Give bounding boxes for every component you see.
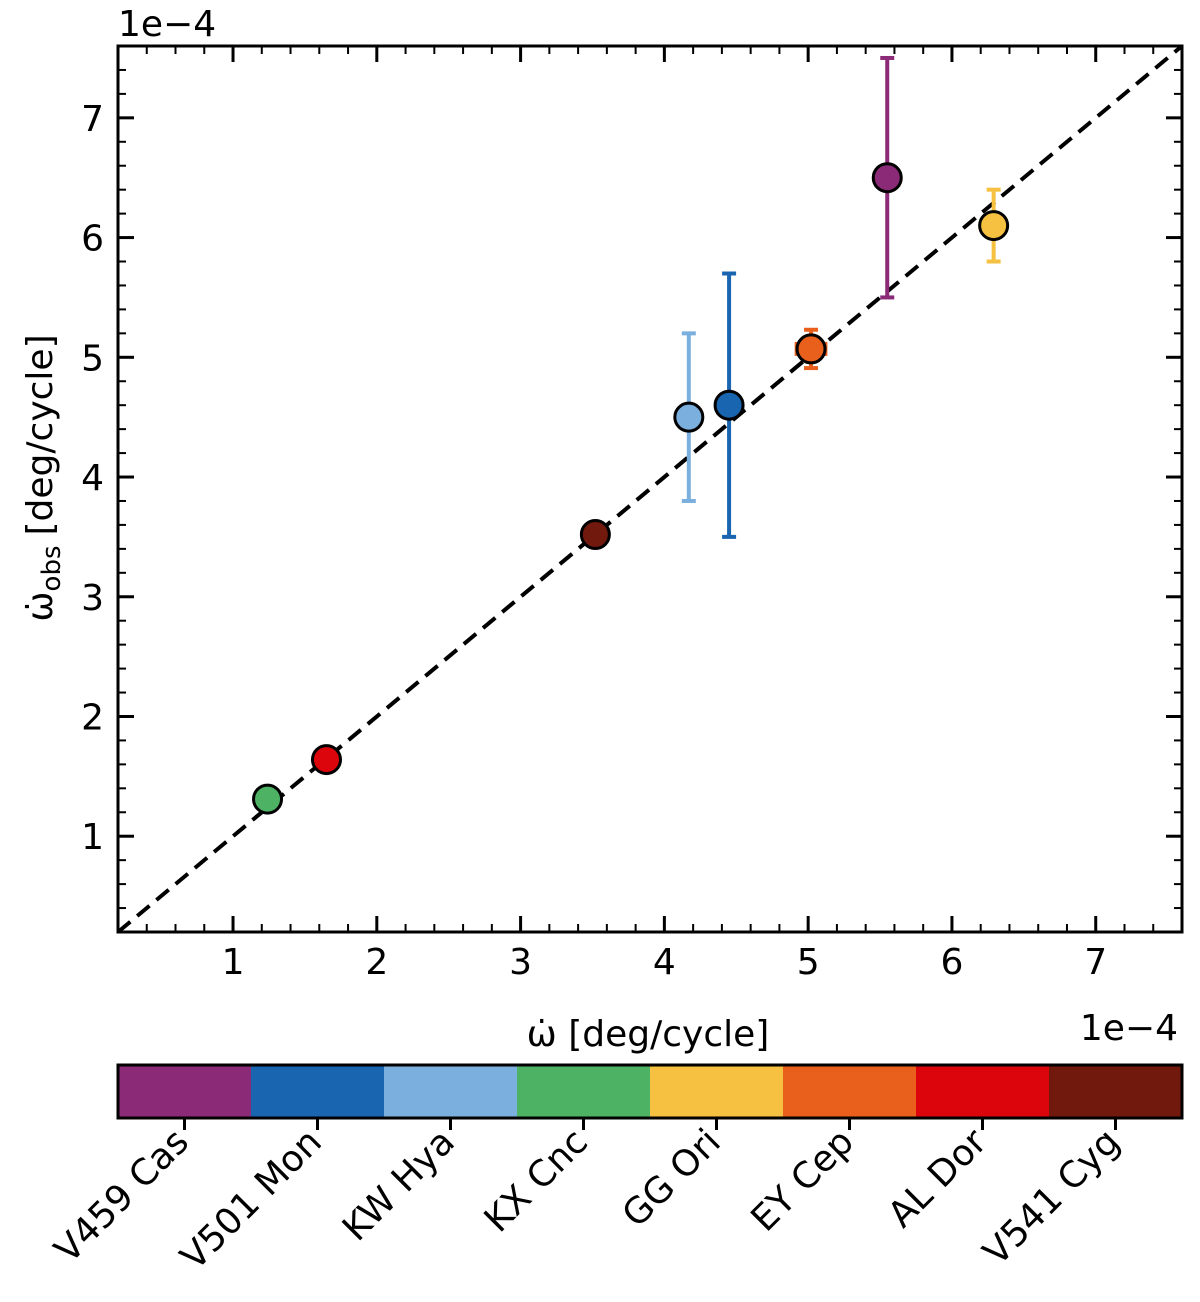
colorbar-label: GG Ori [615, 1121, 729, 1235]
data-point [713, 389, 745, 421]
y-axis-label: ω̇obs [deg/cycle] [20, 334, 67, 621]
y-axis-label-subscript: obs [37, 546, 67, 592]
colorbar-label: EY Cep [744, 1121, 862, 1239]
data-point [252, 783, 284, 815]
data-point-group [579, 518, 611, 550]
y-tick-label: 4 [81, 458, 104, 499]
y-tick-label: 6 [81, 219, 104, 260]
colorbar-segment [517, 1065, 651, 1118]
y-tick-label: 7 [81, 99, 104, 140]
x-tick-label: 4 [653, 942, 676, 983]
colorbar-label: KW Hya [335, 1121, 463, 1249]
y-offset-label: 1e−4 [118, 4, 216, 45]
data-point [310, 744, 342, 776]
colorbar-label: AL Dor [881, 1121, 995, 1235]
colorbar-label: V541 Cyg [976, 1121, 1128, 1273]
data-point-group [978, 187, 1010, 264]
y-tick-label: 5 [81, 338, 104, 379]
x-tick-label: 7 [1084, 942, 1107, 983]
y-tick-label: 3 [81, 578, 104, 619]
x-axis-label: ω̇ [deg/cycle] [527, 1014, 770, 1055]
colorbar-segment [251, 1065, 385, 1118]
data-point-group [713, 271, 745, 539]
x-offset-label: 1e−4 [1080, 1008, 1178, 1049]
reference-line [116, 44, 1184, 934]
y-tick-label: 1 [81, 817, 104, 858]
data-point [871, 162, 903, 194]
colorbar-label: V501 Mon [173, 1121, 330, 1278]
colorbar-frame [116, 1063, 1184, 1120]
colorbar-segment [650, 1065, 784, 1118]
x-tick-label: 3 [509, 942, 532, 983]
colorbar-label: KX Cnc [477, 1121, 596, 1240]
y-axis-label-symbol: ω̇ [20, 591, 61, 621]
x-tick-label: 1 [222, 942, 245, 983]
axes-frame [116, 44, 1184, 934]
y-tick-label: 2 [81, 697, 104, 738]
data-point-group [871, 55, 903, 300]
data-point [978, 210, 1010, 242]
x-tick-label: 2 [365, 942, 388, 983]
data-point [673, 401, 705, 433]
data-point-group [252, 783, 284, 815]
data-point [579, 518, 611, 550]
data-point-group [310, 744, 342, 776]
data-point [795, 333, 827, 365]
colorbar-segment [1049, 1065, 1183, 1118]
colorbar-segment [783, 1065, 917, 1118]
colorbar-segment [118, 1065, 252, 1118]
data-point-group [673, 331, 705, 503]
x-tick-label: 5 [797, 942, 820, 983]
x-tick-label: 6 [940, 942, 963, 983]
y-axis-label-units: [deg/cycle] [20, 334, 61, 535]
colorbar-segment [916, 1065, 1050, 1118]
data-point-group [794, 327, 828, 371]
colorbar-segment [384, 1065, 518, 1118]
plot-area: 1 2 3 4 5 6 7 1 2 3 4 5 6 7 [81, 44, 1184, 983]
